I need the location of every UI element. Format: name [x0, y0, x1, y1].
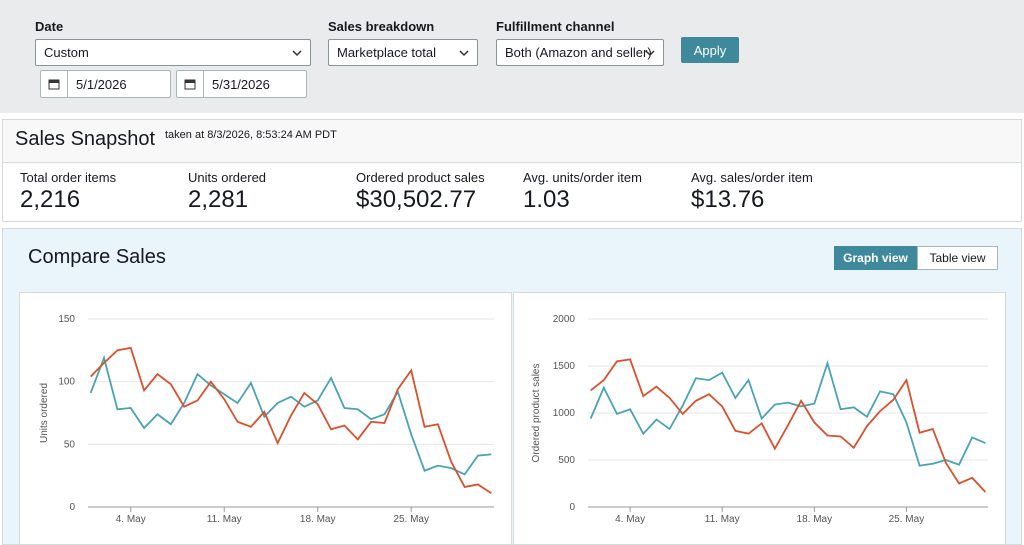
calendar-icon [177, 71, 204, 97]
calendar-icon [41, 71, 68, 97]
date-value: Custom [44, 45, 89, 60]
channel-label: Fulfillment channel [496, 19, 615, 34]
chart: 0 500 1000 1500 2000 4. May 11. May 18. May 25. … [513, 292, 1006, 545]
start-date-value: 5/1/2026 [76, 76, 127, 92]
metric-value: 1.03 [523, 186, 570, 213]
breakdown-value: Marketplace total [337, 45, 436, 60]
series-line [590, 358, 987, 493]
channel-value: Both (Amazon and seller) [505, 45, 652, 60]
channel-select[interactable]: Both (Amazon and seller) [496, 39, 664, 66]
y-tick-label: 0 [69, 502, 75, 513]
compare-title: Compare Sales [28, 246, 166, 268]
metric-label: Units ordered [188, 170, 267, 185]
y-tick-label: 1000 [553, 408, 576, 419]
y-axis-label: Units ordered [39, 383, 50, 443]
y-tick-label: 50 [64, 439, 76, 450]
y-tick-label: 0 [569, 502, 575, 513]
y-tick-label: 150 [58, 314, 75, 325]
apply-button[interactable]: Apply [681, 37, 739, 63]
chevron [459, 50, 469, 57]
series-line [90, 346, 492, 494]
table-view-button[interactable]: Table view [917, 246, 998, 270]
snapshot-panel: Sales Snapshot taken at 8/3/2026, 8:53:2… [2, 119, 1022, 222]
snapshot-header [3, 120, 1021, 163]
y-tick-label: 100 [58, 377, 75, 388]
x-tick-label: 25. May [889, 514, 925, 525]
metric-value: $13.76 [691, 186, 765, 213]
x-tick-label: 18. May [797, 514, 833, 525]
breakdown-select[interactable]: Marketplace total [328, 39, 478, 66]
date-select[interactable]: Custom [35, 39, 311, 66]
x-tick-label: 18. May [300, 514, 336, 525]
metric-label: Total order items [20, 170, 117, 185]
x-tick-label: 11. May [705, 514, 740, 525]
x-tick-label: 11. May [207, 514, 242, 525]
series-line [89, 354, 492, 476]
metric-value: $30,502.77 [356, 186, 477, 213]
metric-label: Avg. units/order item [523, 170, 642, 185]
metric-label: Ordered product sales [356, 170, 485, 185]
snapshot-time: taken at 8/3/2026, 8:53:24 AM PDT [165, 129, 337, 141]
x-tick-label: 25. May [393, 514, 429, 525]
y-tick-label: 500 [558, 455, 575, 466]
end-date[interactable]: 5/31/2026 [176, 70, 307, 98]
filter-bar: Date Custom 5/1/2026 5/31/2026 Sales bre… [0, 0, 1024, 113]
series-line [589, 360, 986, 467]
y-tick-label: 2000 [553, 314, 576, 325]
graph-view-button[interactable]: Graph view [834, 246, 917, 270]
end-date-value: 5/31/2026 [212, 76, 270, 92]
chevron [645, 50, 655, 57]
y-axis-label: Ordered product sales [531, 364, 542, 463]
metric-value: 2,216 [20, 186, 81, 213]
start-date[interactable]: 5/1/2026 [40, 70, 171, 98]
metric-value: 2,281 [188, 186, 249, 213]
breakdown-label: Sales breakdown [328, 19, 435, 34]
y-tick-label: 1500 [553, 361, 576, 372]
snapshot-title: Sales Snapshot [15, 128, 156, 150]
chevron [292, 50, 302, 57]
chart: 0 50 100 150 4. May 11. May 18. May 25. May Unit… [19, 292, 512, 545]
metric-label: Avg. sales/order item [691, 170, 813, 185]
date-label: Date [35, 19, 64, 34]
x-tick-label: 4. May [615, 514, 645, 525]
x-tick-label: 4. May [116, 514, 146, 525]
